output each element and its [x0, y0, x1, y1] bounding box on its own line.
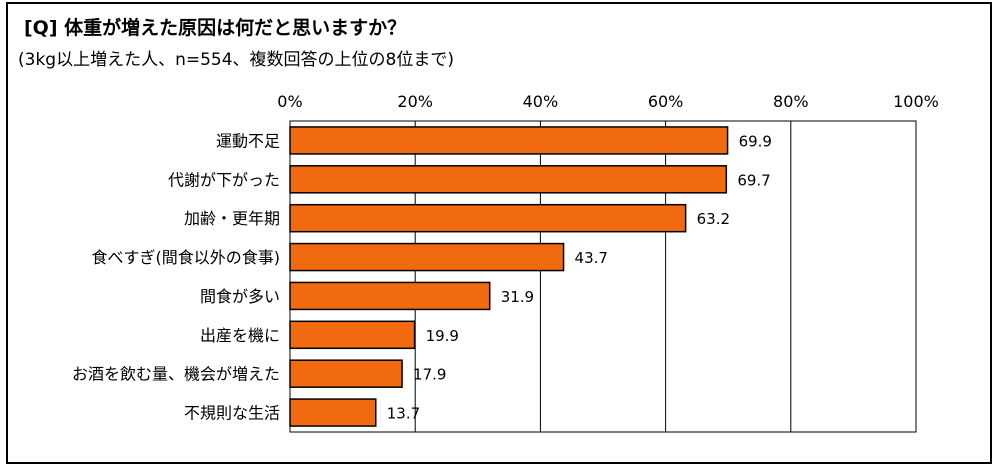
value-label: 69.7 [737, 171, 770, 189]
plot-area [289, 120, 917, 433]
bar [289, 281, 491, 311]
bar [289, 359, 403, 388]
value-label: 31.9 [501, 288, 534, 306]
value-labels: 69.9 69.7 63.2 43.7 31.9 19.9 17.9 13.7 [387, 132, 772, 422]
category-label: 不規則な生活 [184, 404, 280, 423]
bar [289, 126, 729, 155]
value-label: 43.7 [575, 249, 608, 267]
bar [289, 242, 565, 272]
category-label: 運動不足 [216, 131, 280, 150]
category-label: 間食が多い [200, 287, 280, 306]
category-label: 出産を機に [200, 326, 280, 345]
bar [289, 398, 377, 427]
x-tick-label: 20% [397, 92, 433, 111]
chart-frame [6, 2, 992, 464]
bars [289, 126, 729, 427]
bar [289, 165, 728, 194]
x-tick-label: 100% [893, 92, 939, 111]
category-label: 食べすぎ(間食以外の食事) [92, 248, 281, 267]
bar [289, 320, 416, 350]
value-label: 17.9 [413, 366, 446, 384]
value-label: 19.9 [426, 327, 459, 345]
x-tick-label: 80% [773, 92, 809, 111]
value-label: 63.2 [697, 210, 730, 228]
category-label: 代謝が下がった [168, 170, 280, 189]
x-axis-ticks: 0% 20% 40% 60% 80% 100% [277, 92, 939, 111]
x-tick-label: 0% [277, 92, 302, 111]
bar [289, 203, 687, 233]
value-label: 69.9 [739, 132, 772, 150]
value-label: 13.7 [387, 405, 420, 423]
chart-subtitle: (3kg以上増えた人、n=554、複数回答の上位の8位まで) [18, 50, 454, 70]
category-label: お酒を飲む量、機会が増えた [72, 365, 280, 384]
x-tick-label: 60% [648, 92, 684, 111]
x-tick-label: 40% [523, 92, 559, 111]
category-label: 加齢・更年期 [184, 209, 280, 228]
chart-title: [Q] 体重が増えた原因は何だと思いますか？ [24, 17, 407, 39]
